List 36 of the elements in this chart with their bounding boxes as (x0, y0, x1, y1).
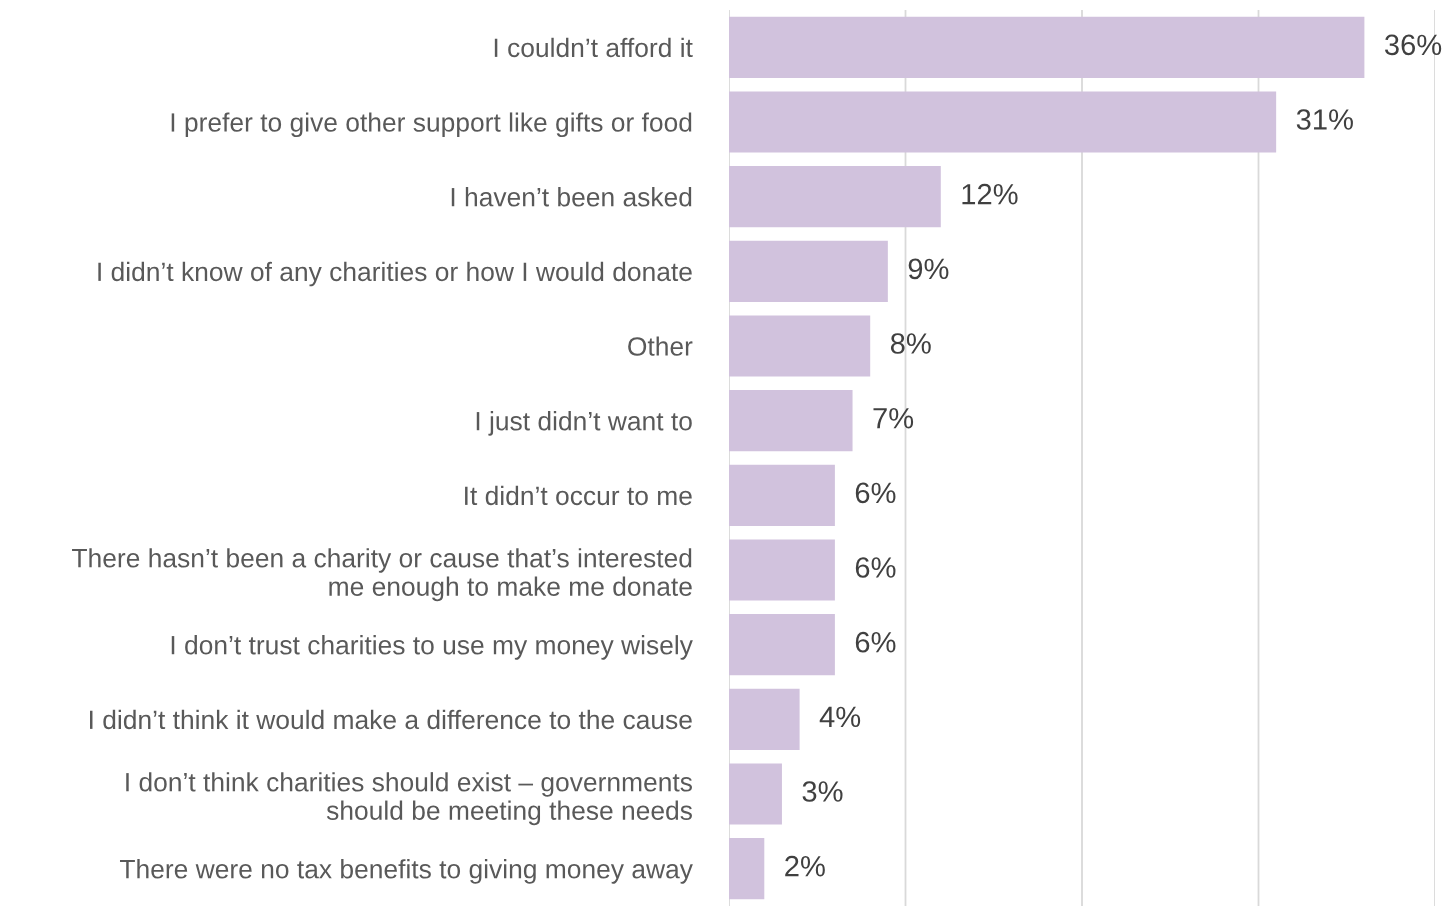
bar (729, 614, 835, 676)
bar (729, 16, 1365, 78)
bar (729, 240, 888, 302)
y-tick-label: I prefer to give other support like gifts or food (171, 112, 692, 138)
data-label: 6% (855, 482, 896, 504)
bar (729, 539, 835, 601)
y-tick-label: It didn’t occur to me (465, 485, 692, 506)
bar (729, 315, 871, 377)
y-tick-label: I couldn’t afford it (494, 37, 693, 58)
y-tick-label: Other (628, 336, 693, 356)
bar (729, 763, 782, 825)
data-label: 9% (908, 258, 949, 280)
data-label: 6% (855, 631, 896, 653)
y-tick-label: I didn’t think it would make a difference to the cause (90, 709, 692, 730)
y-tick-label: There were no tax benefits to giving money away (119, 859, 693, 884)
data-label: 7% (873, 407, 914, 429)
data-label: 36% (1384, 34, 1442, 56)
bar (729, 390, 853, 452)
y-tick-label: I just didn’t want to (476, 411, 692, 436)
y-tick-label: I don’t think charities should exist – governments should be meeting these needs (126, 772, 692, 826)
bar (729, 688, 800, 750)
bar (729, 838, 765, 900)
bar (729, 91, 1277, 153)
y-tick-label: I didn’t know of any charities or how I would donate (98, 261, 692, 287)
data-label: 2% (785, 855, 825, 877)
y-tick-label: I don’t trust charities to use my money wisely (171, 635, 693, 660)
data-label: 6% (855, 557, 896, 578)
data-label: 12% (962, 183, 1018, 205)
y-tick-label: I haven’t been asked (451, 187, 692, 207)
data-label: 4% (819, 706, 861, 728)
bar (729, 464, 835, 526)
data-label: 8% (890, 333, 931, 354)
data-label: 3% (802, 781, 843, 802)
y-tick-label: There hasn’t been a charity or cause that’s interested me enough to make me donate (72, 548, 692, 602)
data-label: 31% (1296, 109, 1353, 130)
bar (729, 166, 941, 228)
